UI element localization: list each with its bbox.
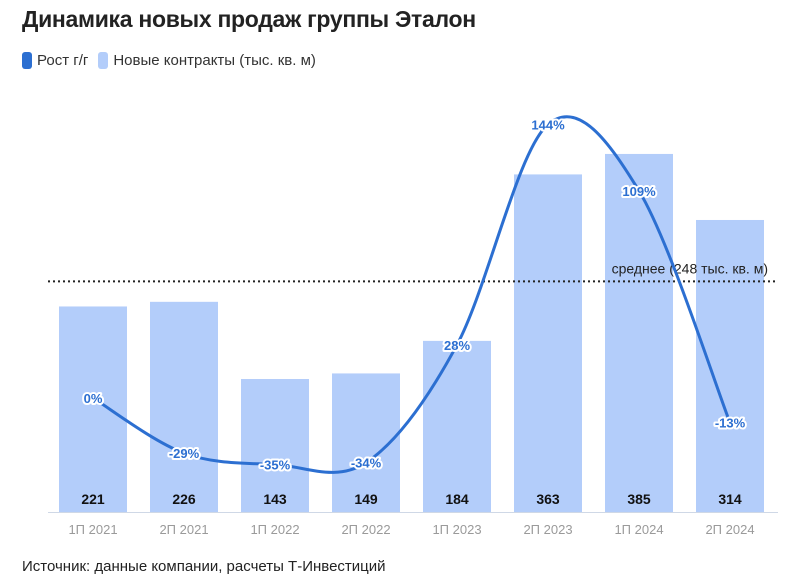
- bar-value-label: 149: [354, 491, 378, 507]
- x-tick-label: 1П 2021: [68, 522, 117, 537]
- growth-point-label: 144%: [531, 117, 565, 132]
- growth-point-label-halo: 109%: [622, 184, 656, 199]
- bar: [150, 301, 218, 512]
- bar: [605, 153, 673, 512]
- bar-value-label: 363: [536, 491, 560, 507]
- legend-swatch-growth: [22, 52, 32, 69]
- source-note: Источник: данные компании, расчеты Т-Инв…: [22, 558, 386, 575]
- growth-point-label-halo: -34%: [351, 456, 382, 471]
- x-tick-label: 2П 2021: [159, 522, 208, 537]
- growth-point-label-halo: -35%: [260, 458, 291, 473]
- chart-title: Динамика новых продаж группы Эталон: [22, 6, 476, 32]
- growth-point-label-halo: 0%: [84, 391, 103, 406]
- growth-point-label-halo: 28%: [444, 338, 470, 353]
- growth-point-label-halo: -13%: [715, 416, 746, 431]
- bar: [696, 219, 764, 513]
- legend-label-contracts: Новые контракты (тыс. кв. м): [113, 52, 316, 69]
- x-tick-label: 2П 2024: [705, 522, 754, 537]
- growth-point-label: -34%: [351, 456, 382, 471]
- legend-item-growth: Рост г/г: [22, 52, 88, 69]
- bar: [514, 174, 582, 512]
- growth-point-label: -13%: [715, 416, 746, 431]
- legend: Рост г/г Новые контракты (тыс. кв. м): [22, 52, 326, 69]
- growth-point-label-halo: 144%: [531, 117, 565, 132]
- x-tick-label: 1П 2023: [432, 522, 481, 537]
- bar: [423, 340, 491, 512]
- legend-swatch-contracts: [98, 52, 109, 69]
- x-tick-label: 2П 2023: [523, 522, 572, 537]
- bar-value-label: 385: [627, 491, 651, 507]
- legend-label-growth: Рост г/г: [37, 52, 89, 69]
- x-tick-label: 1П 2022: [250, 522, 299, 537]
- bar-value-label: 314: [718, 491, 742, 507]
- bar-value-label: 143: [263, 491, 287, 507]
- x-tick-label: 1П 2024: [614, 522, 663, 537]
- growth-point-label-halo: -29%: [169, 446, 200, 461]
- bar-value-label: 226: [172, 491, 196, 507]
- growth-point-label: 0%: [84, 391, 103, 406]
- growth-line: [91, 115, 732, 474]
- x-tick-label: 2П 2022: [341, 522, 390, 537]
- growth-point-label: -35%: [260, 458, 291, 473]
- legend-item-contracts: Новые контракты (тыс. кв. м): [98, 52, 316, 69]
- growth-point-label: -29%: [169, 446, 200, 461]
- bar: [59, 306, 127, 512]
- growth-point-label: 109%: [622, 184, 656, 199]
- bar: [241, 379, 309, 512]
- bar-value-label: 221: [81, 491, 105, 507]
- average-reference-label: среднее (248 тыс. кв. м): [612, 260, 768, 276]
- bar-value-label: 184: [445, 491, 469, 507]
- growth-point-label: 28%: [444, 338, 470, 353]
